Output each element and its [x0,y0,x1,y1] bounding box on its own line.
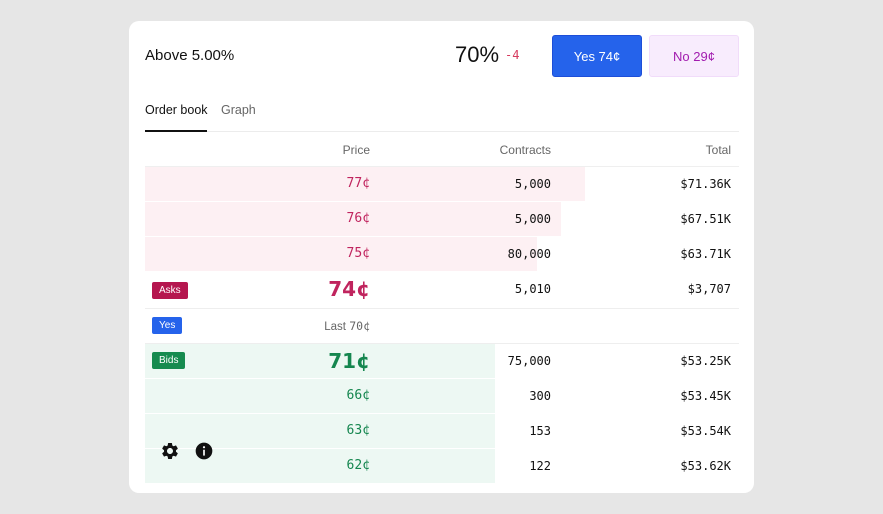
best-ask-total: $3,707 [687,282,731,296]
bid-price: 62¢ [346,458,370,473]
ask-depth-bar [145,237,538,271]
best-bid-row[interactable]: Bids 71¢ 75,000 $53.25K [145,344,739,379]
row-divider [145,343,739,344]
bid-contracts: 122 [529,459,551,473]
bid-depth-bar [145,414,496,448]
row-divider [145,308,739,309]
ask-row[interactable]: 77¢ 5,000 $71.36K [145,167,739,202]
bid-contracts: 300 [529,389,551,403]
bid-total: $53.62K [680,459,731,473]
header-divider [145,166,739,167]
bid-row[interactable]: 66¢ 300 $53.45K [145,379,739,414]
ask-depth-bar [145,167,585,201]
ask-total: $71.36K [680,177,731,191]
ask-row[interactable]: 76¢ 5,000 $67.51K [145,202,739,237]
ask-contracts: 80,000 [507,247,551,261]
bid-price: 63¢ [346,423,370,438]
ask-contracts: 5,000 [514,212,551,226]
market-title: Above 5.00% [145,47,235,64]
bid-contracts: 153 [529,424,551,438]
best-bid-contracts: 75,000 [507,354,551,368]
yes-badge: Yes [152,317,183,334]
gear-icon[interactable] [160,441,180,461]
bid-depth-bar [145,379,496,413]
ask-price: 75¢ [346,246,370,261]
bid-depth-bar [145,344,496,378]
bid-row[interactable]: 63¢ 153 $53.54K [145,414,739,449]
ask-price: 77¢ [346,176,370,191]
best-bid-total: $53.25K [680,354,731,368]
bid-price: 66¢ [346,388,370,403]
info-icon[interactable] [194,441,214,461]
bid-total: $53.45K [680,389,731,403]
ask-contracts: 5,000 [514,177,551,191]
ask-total: $67.51K [680,212,731,226]
column-header-total: Total [705,143,731,157]
column-header-contracts: Contracts [499,143,551,157]
column-header-price: Price [342,143,370,157]
best-ask-contracts: 5,010 [514,282,551,296]
bid-total: $53.54K [680,424,731,438]
probability-change: -4 [505,48,520,62]
ask-total: $63.71K [680,247,731,261]
tab-order-book[interactable]: Order book [145,103,208,132]
last-trade-price: 70¢ [349,319,370,333]
buy-yes-button[interactable]: Yes 74¢ [552,35,642,77]
market-card: Above 5.00% 70% -4 Yes 74¢ No 29¢ Order … [129,21,754,493]
best-ask-row[interactable]: Asks 74¢ 5,010 $3,707 [145,272,739,307]
ask-depth-bar [145,202,561,236]
ask-price: 76¢ [346,211,370,226]
last-label: Last [324,321,347,333]
last-trade-row: Yes Last 70¢ [145,309,739,343]
best-ask-price: 74¢ [328,277,370,301]
last-trade-label: Last 70¢ [324,319,370,333]
bid-row[interactable]: 62¢ 122 $53.62K [145,449,739,484]
best-bid-price: 71¢ [328,349,370,373]
buy-no-button[interactable]: No 29¢ [649,35,739,77]
asks-badge: Asks [152,282,188,299]
probability-value: 70% [455,42,500,67]
tab-graph[interactable]: Graph [221,103,256,117]
ask-row[interactable]: 75¢ 80,000 $63.71K [145,237,739,272]
bids-badge: Bids [152,352,186,369]
tab-bar: Order book Graph [145,101,739,132]
